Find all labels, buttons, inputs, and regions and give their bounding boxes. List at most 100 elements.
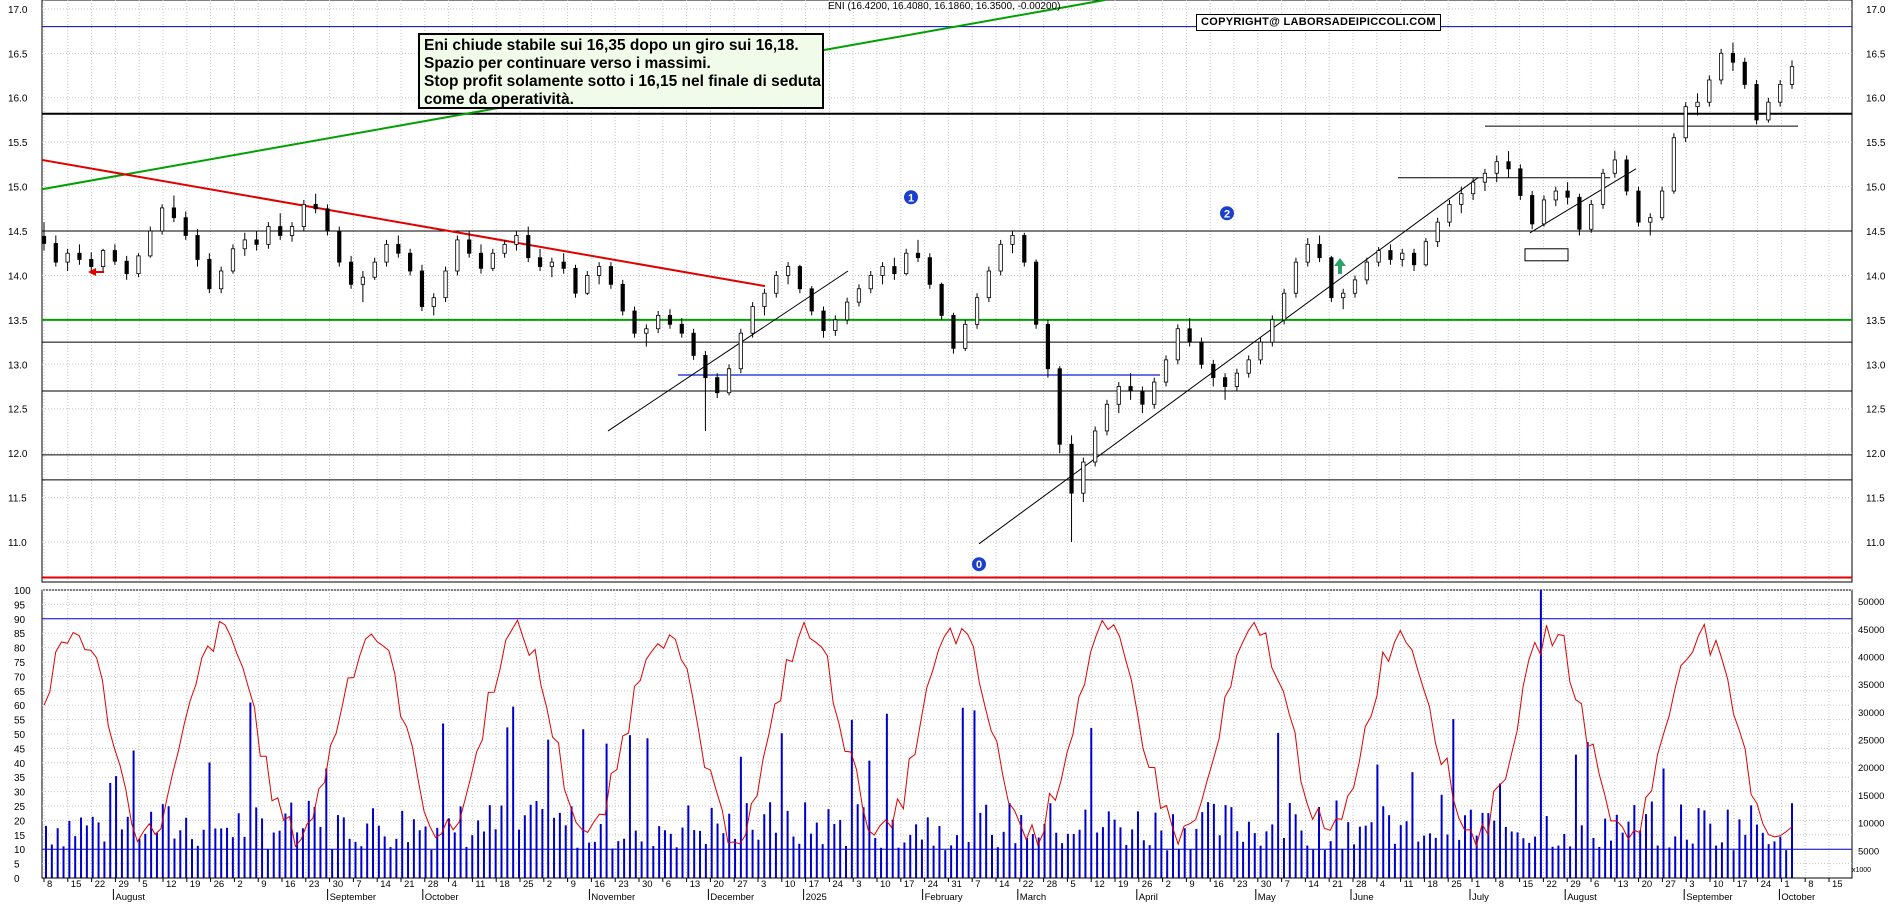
candle-body bbox=[667, 315, 673, 325]
price-candle bbox=[348, 255, 354, 289]
candle-body bbox=[1282, 292, 1287, 321]
candle-body bbox=[537, 257, 543, 267]
candle-body bbox=[1541, 199, 1547, 225]
rsi-line bbox=[43, 618, 1793, 848]
candle-body bbox=[1683, 106, 1688, 139]
candle-body bbox=[1057, 368, 1062, 445]
price-candle bbox=[1116, 382, 1121, 414]
x-month-label: December bbox=[710, 892, 754, 902]
x-month-label: November bbox=[591, 892, 635, 902]
candle-body bbox=[219, 270, 224, 290]
candle-body bbox=[1104, 403, 1110, 432]
price-candle bbox=[1589, 199, 1594, 233]
candle-body bbox=[1081, 461, 1086, 494]
price-candle bbox=[1069, 435, 1074, 543]
price-candle bbox=[1423, 238, 1428, 267]
x-day-label: 30 bbox=[333, 879, 344, 890]
candle-body bbox=[703, 355, 708, 379]
x-day-label: 18 bbox=[499, 879, 510, 890]
candle-body bbox=[1246, 359, 1251, 374]
trendline-apr-aug bbox=[978, 177, 1479, 545]
price-candle bbox=[762, 288, 767, 316]
lower-tick-left: 60 bbox=[14, 701, 26, 712]
price-candle bbox=[1565, 182, 1570, 205]
x-day-label: 11 bbox=[475, 879, 485, 890]
candle-body bbox=[408, 252, 413, 272]
note-line-3: Stop profit solamente sotto i 16,15 nel … bbox=[424, 73, 822, 90]
candle-body bbox=[230, 248, 236, 272]
price-candle bbox=[656, 310, 661, 334]
price-candle bbox=[160, 204, 165, 235]
lower-tick-left: 20 bbox=[14, 816, 26, 827]
price-tick-left: 15.5 bbox=[8, 138, 28, 149]
lower-tick-right: 50000 bbox=[1858, 597, 1884, 608]
wave-label-1: 1 bbox=[908, 192, 914, 204]
lower-tick-right: 10000 bbox=[1858, 819, 1884, 830]
x-day-label: 13 bbox=[690, 879, 701, 890]
copyright-label: COPYRIGHT@ LABORSADEIPICCOLI.COM bbox=[1196, 14, 1441, 31]
x-month-label: June bbox=[1353, 892, 1374, 902]
x-day-label: 26 bbox=[214, 879, 225, 890]
candle-body bbox=[136, 255, 141, 275]
price-candle bbox=[691, 328, 696, 360]
candle-body bbox=[207, 259, 212, 290]
candle-body bbox=[1388, 250, 1393, 260]
candle-body bbox=[431, 297, 436, 307]
wave-label-circle bbox=[972, 557, 986, 572]
price-tick-left: 11.5 bbox=[8, 494, 27, 505]
candle-body bbox=[455, 239, 460, 272]
price-tick-left: 12.0 bbox=[8, 449, 28, 460]
x-day-label: 17 bbox=[904, 879, 915, 890]
candle-body bbox=[1778, 84, 1783, 103]
price-tick-right: 16.5 bbox=[1866, 49, 1886, 60]
price-tick-left: 16.5 bbox=[8, 49, 28, 60]
candle-body bbox=[1234, 372, 1239, 387]
price-tick-right: 11.5 bbox=[1866, 494, 1885, 505]
price-candle bbox=[585, 271, 590, 295]
price-candle bbox=[384, 239, 389, 267]
candle-body bbox=[1411, 252, 1417, 266]
price-candle bbox=[1352, 275, 1358, 298]
price-candle bbox=[1577, 193, 1582, 236]
price-candle bbox=[337, 226, 342, 267]
candle-body bbox=[266, 226, 271, 245]
price-candle bbox=[325, 204, 330, 236]
x-month-label: August bbox=[1567, 892, 1597, 902]
candle-body bbox=[1317, 243, 1322, 259]
price-candle bbox=[644, 324, 649, 347]
candle-body bbox=[1364, 261, 1369, 281]
candle-body bbox=[797, 266, 802, 290]
x-day-label: 29 bbox=[1570, 879, 1581, 890]
price-candle bbox=[915, 239, 921, 263]
price-candle bbox=[1494, 155, 1499, 183]
price-candle bbox=[100, 248, 106, 272]
price-candle bbox=[266, 222, 271, 249]
price-candle bbox=[1128, 373, 1133, 400]
lower-tick-right: 25000 bbox=[1858, 736, 1884, 747]
x-day-label: 1 bbox=[1784, 879, 1789, 890]
x-month-label: February bbox=[925, 892, 963, 902]
x-day-label: 12 bbox=[1094, 879, 1105, 890]
price-candle bbox=[537, 248, 543, 272]
x-day-label: 28 bbox=[1047, 879, 1058, 890]
price-tick-right: 15.5 bbox=[1866, 138, 1886, 149]
candle-body bbox=[1376, 250, 1381, 263]
candle-body bbox=[915, 252, 921, 259]
price-tick-left: 13.5 bbox=[8, 316, 28, 327]
candle-body bbox=[419, 270, 425, 307]
price-candle bbox=[207, 253, 212, 294]
candle-body bbox=[1093, 430, 1098, 463]
x-day-label: 5 bbox=[142, 879, 147, 890]
price-candle bbox=[148, 226, 153, 258]
x-day-label: 25 bbox=[523, 879, 534, 890]
x-day-label: 8 bbox=[1808, 879, 1813, 890]
candle-body bbox=[148, 230, 153, 257]
price-candle bbox=[1624, 155, 1629, 196]
x-day-label: 10 bbox=[880, 879, 891, 890]
x-day-label: 28 bbox=[428, 879, 439, 890]
candle-body bbox=[1423, 241, 1428, 266]
candle-body bbox=[1482, 172, 1488, 183]
price-candle bbox=[419, 264, 425, 311]
price-candle bbox=[455, 235, 460, 276]
